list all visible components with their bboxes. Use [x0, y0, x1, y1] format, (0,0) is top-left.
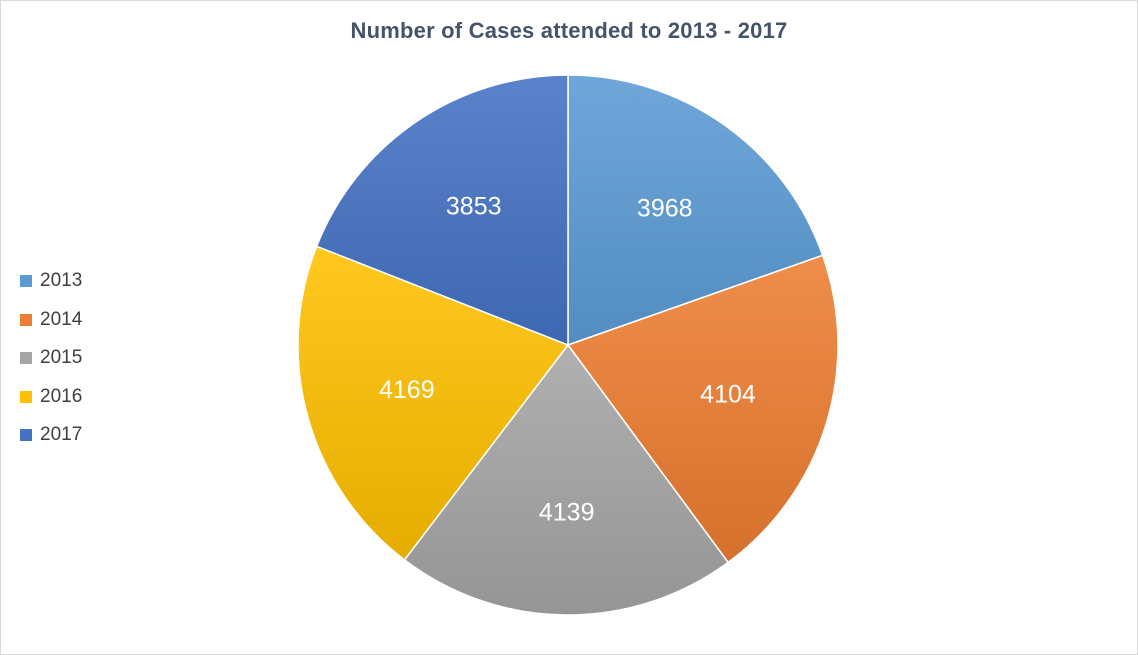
- data-label-2016: 4169: [379, 376, 435, 404]
- legend-label-2015: 2015: [40, 347, 83, 369]
- legend-label-2014: 2014: [40, 308, 83, 330]
- legend-item-2017: 2017: [20, 416, 82, 455]
- legend-label-2016: 2016: [40, 385, 83, 407]
- chart-title: Number of Cases attended to 2013 - 2017: [350, 18, 788, 43]
- data-label-2014: 4104: [700, 380, 756, 408]
- legend: 2013 2014 2015 2016 2017: [20, 262, 82, 455]
- pie-slice-2016: [297, 245, 570, 561]
- data-label-2013: 3968: [637, 194, 693, 222]
- legend-swatch-2017: [20, 429, 32, 442]
- legend-item-2013: 2013: [20, 262, 82, 301]
- legend-item-2015: 2015: [20, 339, 82, 378]
- legend-swatch-2016: [20, 390, 32, 403]
- legend-label-2013: 2013: [40, 270, 83, 292]
- pie-slice-2015: [403, 343, 730, 616]
- pie-slice-2017: [315, 74, 569, 347]
- pie-slice-2014: [566, 254, 839, 564]
- legend-label-2017: 2017: [40, 424, 83, 446]
- data-label-2015: 4139: [539, 498, 595, 526]
- legend-swatch-2013: [20, 275, 32, 288]
- legend-item-2016: 2016: [20, 378, 82, 417]
- pie-data-labels: 3968 4104 4139 4169 3853: [379, 193, 756, 527]
- legend-swatch-2015: [20, 352, 32, 365]
- legend-item-2014: 2014: [20, 301, 82, 340]
- legend-swatch-2014: [20, 313, 32, 326]
- data-label-2017: 3853: [446, 193, 502, 221]
- pie-slices: [297, 74, 839, 616]
